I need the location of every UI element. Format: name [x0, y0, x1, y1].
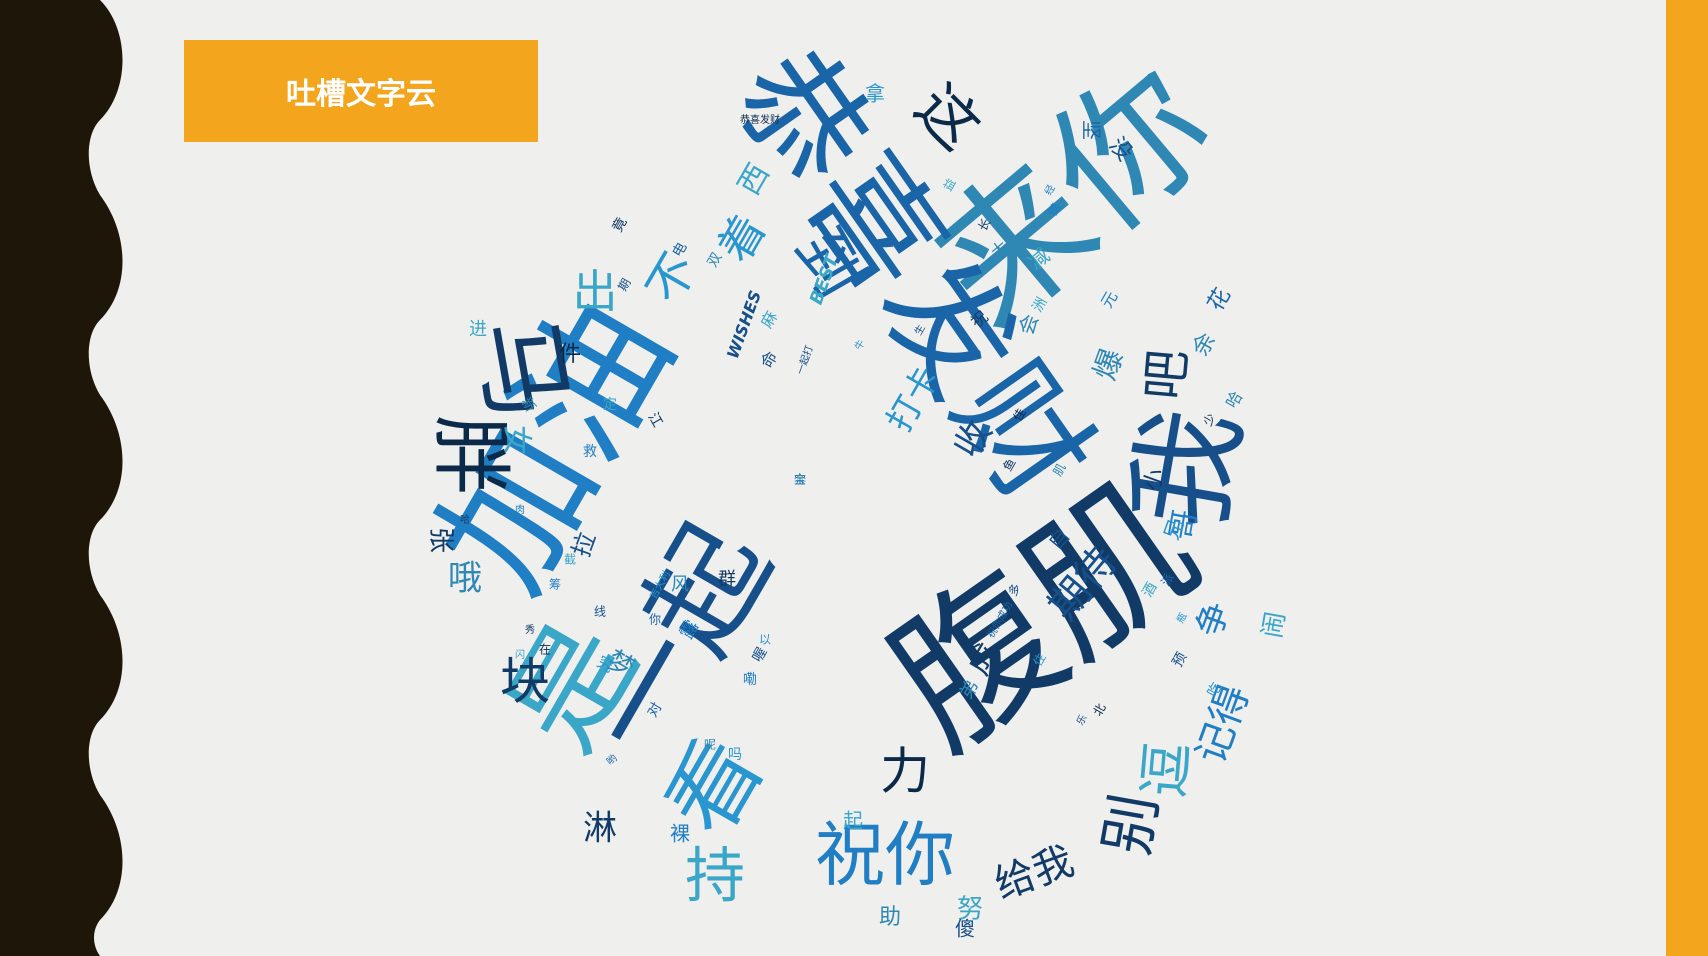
cloud-word: 我: [1108, 398, 1264, 538]
cloud-word: 吗: [728, 747, 742, 763]
cloud-word: 呢: [704, 738, 716, 752]
cloud-word: 牛: [851, 337, 867, 352]
cloud-word: 张: [426, 527, 456, 553]
cloud-word: 进: [469, 319, 487, 340]
cloud-word: 哥: [1164, 507, 1204, 543]
cloud-word: 竟: [610, 215, 631, 235]
cloud-word: 马: [456, 309, 589, 428]
cloud-word: 江: [645, 410, 666, 430]
cloud-word: 群: [718, 569, 736, 590]
cloud-word: 女: [499, 425, 534, 455]
cloud-word: 在: [539, 643, 551, 657]
cloud-word: 酒: [1140, 580, 1161, 600]
cloud-word: 预: [1170, 650, 1191, 670]
cloud-word: 筹: [549, 578, 561, 592]
cloud-word: 裸: [670, 822, 690, 846]
cloud-word: 出: [572, 265, 617, 318]
cloud-word: 元: [1097, 288, 1121, 311]
cloud-word: 别: [1092, 789, 1171, 860]
right-accent-bar: [1666, 0, 1708, 956]
cloud-word: 对: [645, 700, 666, 720]
slide-title-box: 吐槽文字云: [184, 40, 538, 142]
cloud-word: 胖: [424, 415, 517, 495]
cloud-word: 截: [564, 553, 576, 567]
cloud-word: 麻: [757, 308, 781, 331]
cloud-word: 哈: [460, 513, 470, 526]
cloud-word: 闪: [515, 648, 525, 661]
cloud-word: 双: [705, 250, 726, 270]
cloud-word: 助: [879, 905, 901, 930]
cloud-word: 坚: [1080, 120, 1104, 140]
cloud-word: 逗: [1132, 739, 1201, 799]
cloud-word: 恭喜发财: [740, 113, 780, 126]
cloud-word: 电: [670, 240, 691, 260]
cloud-word: 奔: [794, 473, 806, 487]
cloud-word: 线: [594, 605, 606, 619]
left-wave-decoration: [0, 0, 123, 956]
cloud-word: 一起打: [793, 344, 815, 377]
cloud-word: 北: [1091, 701, 1109, 718]
cloud-word: 肉: [515, 503, 525, 516]
cloud-word: 起: [843, 809, 863, 833]
cloud-word: 给我: [989, 838, 1080, 909]
slide-title: 吐槽文字云: [286, 77, 436, 112]
cloud-word: 以: [759, 633, 771, 647]
cloud-word: 哦: [448, 559, 482, 599]
cloud-word: 力: [880, 743, 930, 801]
cloud-word: 傻: [955, 917, 975, 941]
cloud-word: 洲: [1030, 295, 1051, 315]
cloud-word: 祝你: [815, 814, 955, 896]
cloud-word: 吃: [1205, 680, 1226, 700]
cloud-word: 嘞: [743, 672, 757, 688]
cloud-word: 定: [603, 397, 617, 413]
cloud-word: 花: [1203, 284, 1236, 316]
cloud-word: 期: [616, 276, 634, 293]
cloud-word: 你: [649, 613, 661, 627]
cloud-word: 宝: [794, 473, 806, 487]
cloud-word: 风: [671, 574, 689, 595]
cloud-word: 淋: [583, 809, 617, 849]
cloud-word: 新: [518, 395, 539, 415]
cloud-word: 救: [583, 444, 597, 460]
cloud-word: 闹: [1257, 609, 1291, 640]
cloud-word: 持: [685, 842, 745, 912]
cloud-word: 哈: [1222, 388, 1246, 411]
cloud-word: 爆: [1087, 345, 1130, 385]
cloud-word: 努: [957, 895, 983, 925]
cloud-word: 乐: [1074, 713, 1089, 728]
cloud-word: 命: [757, 348, 781, 371]
cloud-word: 喔: [750, 645, 771, 665]
cloud-word: 秀: [525, 624, 535, 636]
cloud-word: 块: [500, 653, 550, 711]
cloud-word: 吧: [1135, 347, 1197, 402]
cloud-word: WISHES: [723, 288, 765, 361]
cloud-word: 记得: [1188, 679, 1259, 770]
cloud-word: 件: [559, 342, 581, 367]
cloud-word: 拿: [865, 82, 885, 106]
